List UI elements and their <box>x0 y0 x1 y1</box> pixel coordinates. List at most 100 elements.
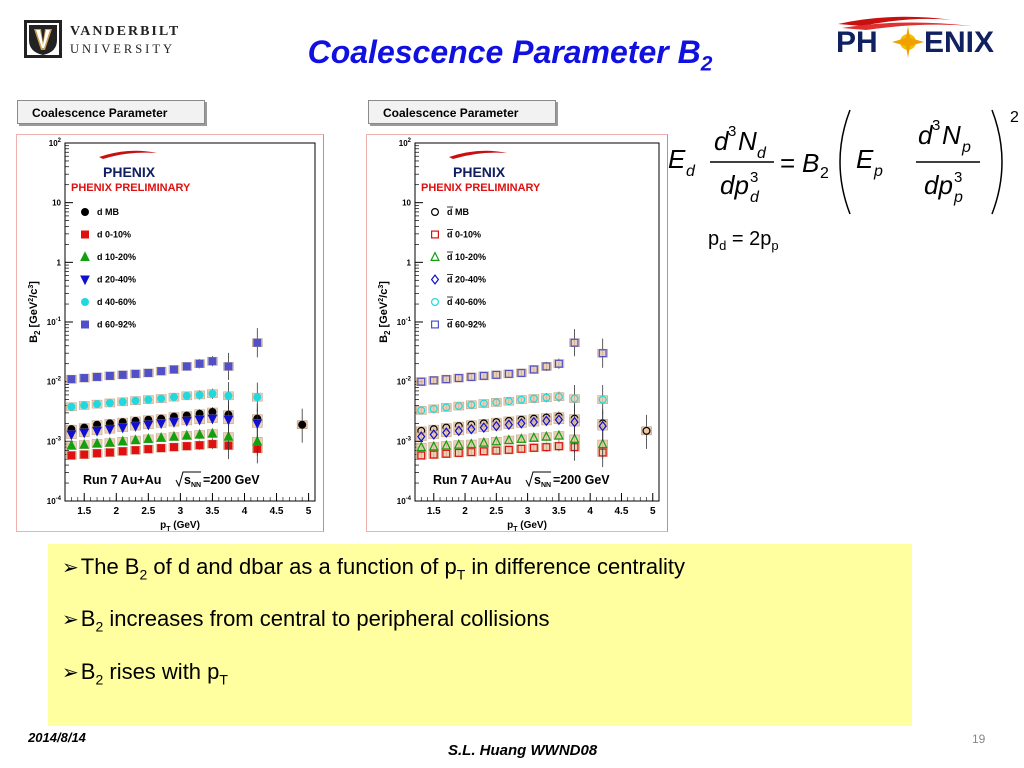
phenix-logo-enix: ENIX <box>924 26 994 59</box>
plot-left: 10-4 10-3 10-2 10-1 1 10 102 1.5 2 2.5 3 3.5 4 4.5 5 pT… <box>16 134 324 533</box>
data-point <box>67 451 76 460</box>
data-point <box>554 429 564 440</box>
run-label: Run 7 Au+Au <box>433 473 511 487</box>
syst-box <box>428 404 440 414</box>
y-tick-label: 10-1 <box>47 317 62 327</box>
legend-label: d MB <box>447 207 469 217</box>
formula-lhs-den: dp <box>720 170 749 200</box>
data-point <box>517 444 526 453</box>
data-point <box>504 397 513 406</box>
data-point <box>143 420 154 431</box>
x-tick-label: 4.5 <box>270 506 284 517</box>
relation-rhs-sub: p <box>771 238 779 253</box>
formula-lhs-E: E <box>668 144 686 174</box>
x-axis-label: pT (GeV) <box>507 520 547 531</box>
data-point <box>92 437 102 448</box>
data-point <box>529 394 538 403</box>
data-point <box>195 359 204 368</box>
series-6 <box>415 329 608 386</box>
legend-label: d 20-40% <box>97 275 136 285</box>
data-point <box>442 427 451 438</box>
x-tick-label: 4 <box>587 506 593 517</box>
formula-rhs-E-sub: p <box>873 163 883 180</box>
data-point <box>542 393 551 402</box>
plot-right: 10-4 10-3 10-2 10-1 1 10 102 1.5 2 2.5 3 3.5 4 4.5 5 pT… <box>366 134 668 533</box>
bullet-3-mid: rises with p <box>103 658 220 684</box>
legend-label: d 20-40% <box>447 275 486 285</box>
data-point <box>66 430 77 441</box>
formula-equals: = <box>780 148 795 178</box>
x-tick-label: 3 <box>525 506 531 517</box>
data-point <box>169 365 178 374</box>
y-tick-label: 10-2 <box>397 377 412 387</box>
data-point <box>156 431 167 442</box>
data-point <box>504 369 513 378</box>
legend-marker <box>430 320 439 329</box>
formula-lhs-den-sup: 3 <box>750 169 758 186</box>
legend-marker <box>80 230 89 239</box>
legend-label: d 0-10% <box>447 230 481 240</box>
legend-marker <box>80 320 89 329</box>
chart-left-svg: 10-4 10-3 10-2 10-1 1 10 102 1.5 2 2.5 3 3.5 4 4.5 5 pT… <box>28 138 316 533</box>
data-point <box>479 447 488 456</box>
formula-lhs-num-N-sub: d <box>757 145 767 162</box>
data-point <box>504 419 514 431</box>
data-point <box>467 372 476 381</box>
bullet-1-post: in difference centrality <box>465 554 685 579</box>
data-point <box>417 451 426 460</box>
legend-marker <box>430 274 440 285</box>
data-point <box>194 415 205 426</box>
chart-right-svg: 10-4 10-3 10-2 10-1 1 10 102 1.5 2 2.5 3 3.5 4 4.5 5 pT… <box>378 138 660 533</box>
data-point <box>417 431 426 442</box>
legend-marker <box>430 207 439 216</box>
data-point <box>454 425 463 437</box>
x-tick-label: 4.5 <box>615 506 629 517</box>
data-point <box>467 400 476 409</box>
data-point <box>131 369 140 378</box>
relation-eq: = 2p <box>726 228 772 250</box>
data-point <box>105 425 115 435</box>
panel-tab-right: Coalescence Parameter <box>368 100 556 124</box>
data-point <box>478 436 489 447</box>
title-subscript: 2 <box>700 52 713 76</box>
phenix-logo-ph: PH <box>836 26 878 59</box>
data-point <box>429 429 438 440</box>
legend-marker <box>80 207 89 216</box>
data-point <box>169 430 179 441</box>
formula-rhs-den-sub: p <box>953 189 963 206</box>
data-point <box>429 450 438 459</box>
data-point <box>598 420 607 432</box>
y-axis-label: B2 [GeV2/c3] <box>378 281 392 343</box>
y-tick-label: 102 <box>49 138 62 148</box>
data-point <box>429 376 438 385</box>
plot-brand: PHENIX <box>453 164 506 180</box>
data-point <box>442 449 451 458</box>
x-tick-label: 1.5 <box>427 506 441 517</box>
y-tick-label: 10 <box>52 199 61 208</box>
coalescence-formula: E d d 3 N d dp 3 d = B 2 E p d 3 N p dp … <box>668 109 1019 215</box>
sqrt-icon <box>175 471 201 488</box>
series-5 <box>415 385 608 415</box>
legend-label: d 10-20% <box>97 252 136 262</box>
energy-symbol: sNN <box>184 473 201 489</box>
data-point <box>80 401 89 410</box>
y-tick-label: 10-3 <box>397 436 412 446</box>
data-point <box>224 362 233 371</box>
footer-author: S.L. Huang WWND08 <box>448 742 598 759</box>
data-point <box>429 404 438 413</box>
bullet-1-pre: The B <box>80 554 140 579</box>
data-point <box>93 372 102 381</box>
x-tick-label: 2 <box>114 506 120 517</box>
data-point <box>492 420 501 432</box>
data-point <box>453 438 464 449</box>
data-point <box>441 439 452 450</box>
data-point <box>195 390 204 399</box>
data-point <box>554 414 564 426</box>
data-point <box>181 416 192 427</box>
data-point <box>157 394 166 403</box>
bullet-1: ➢The B2 of d and dbar as a function of p… <box>62 554 912 587</box>
formula-rhs-den: dp <box>924 170 953 200</box>
data-point <box>454 448 463 457</box>
vanderbilt-shield-icon <box>24 20 62 58</box>
legend-label: d 0-10% <box>97 230 131 240</box>
